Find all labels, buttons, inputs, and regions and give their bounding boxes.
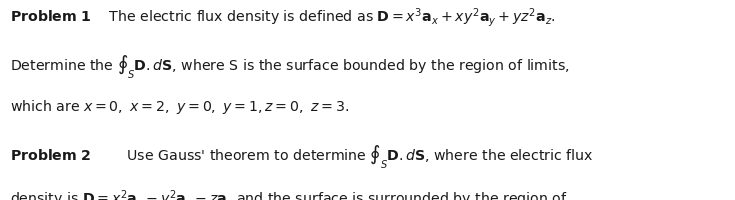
Text: which are $x = 0,\ x = 2,\ y = 0,\ y = 1, z = 0,\ z = 3.$: which are $x = 0,\ x = 2,\ y = 0,\ y = 1… — [10, 98, 348, 116]
Text: density is $\mathbf{D} = x^2\mathbf{a}_x - y^2\mathbf{a}_y - z\mathbf{a}_z$ and : density is $\mathbf{D} = x^2\mathbf{a}_x… — [10, 188, 567, 200]
Text: Determine the $\oint_S \mathbf{D}.d\mathbf{S}$, where S is the surface bounded b: Determine the $\oint_S \mathbf{D}.d\math… — [10, 54, 569, 81]
Text: $\mathbf{Problem\ 1}$    The electric flux density is defined as $\mathbf{D} = x: $\mathbf{Problem\ 1}$ The electric flux … — [10, 6, 555, 29]
Text: $\mathbf{Problem\ 2}$        Use Gauss' theorem to determine $\oint_S \mathbf{D}: $\mathbf{Problem\ 2}$ Use Gauss' theorem… — [10, 144, 593, 171]
